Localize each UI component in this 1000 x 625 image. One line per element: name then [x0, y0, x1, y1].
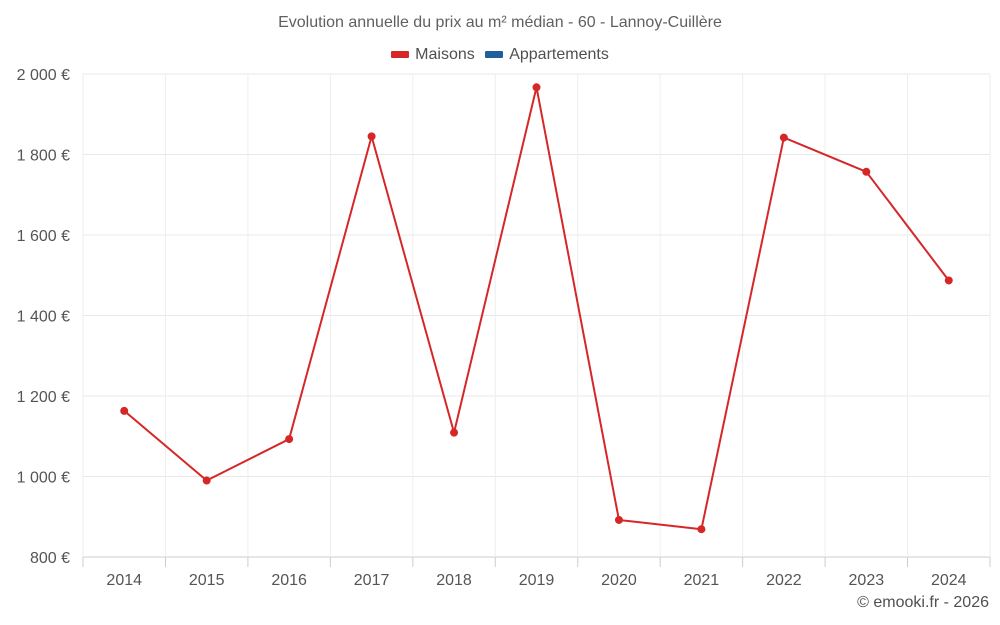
chart-title: Evolution annuelle du prix au m² médian …	[278, 14, 722, 31]
data-point[interactable]	[779, 133, 788, 142]
y-tick-label: 1 600 €	[17, 228, 70, 245]
x-tick-label: 2024	[931, 572, 967, 589]
data-point[interactable]	[944, 276, 953, 285]
legend-swatch-maisons	[391, 51, 410, 58]
y-tick-label: 1 200 €	[17, 389, 70, 406]
data-point[interactable]	[532, 83, 541, 92]
y-axis: 800 € 1 000 € 1 200 € 1 400 € 1 600 € 1 800 €…	[17, 67, 70, 567]
data-point[interactable]	[120, 406, 129, 415]
x-tick-label: 2016	[271, 572, 307, 589]
grid	[82, 73, 991, 558]
legend-label-maisons: Maisons	[415, 45, 475, 63]
x-tick-label: 2019	[519, 572, 555, 589]
x-tick-label: 2022	[766, 572, 802, 589]
data-point[interactable]	[614, 515, 623, 524]
x-tick-label: 2014	[106, 572, 142, 589]
y-tick-label: 1 400 €	[17, 309, 70, 326]
data-point[interactable]	[862, 167, 871, 176]
data-point[interactable]	[450, 428, 459, 437]
x-tick-label: 2015	[189, 572, 225, 589]
data-point[interactable]	[697, 525, 706, 534]
legend-item-appartements[interactable]: Appartements	[485, 46, 609, 64]
chart-legend: Maisons Appartements	[0, 45, 1000, 64]
y-tick-label: 800 €	[30, 550, 70, 567]
x-tick-label: 2018	[436, 572, 472, 589]
y-tick-label: 1 800 €	[17, 148, 70, 165]
series-layer	[120, 83, 953, 534]
x-tick-label: 2021	[684, 572, 720, 589]
y-tick-label: 2 000 €	[17, 67, 70, 84]
data-point[interactable]	[367, 132, 376, 141]
x-tick-label: 2023	[849, 572, 885, 589]
legend-item-maisons[interactable]: Maisons	[391, 46, 475, 64]
data-point[interactable]	[202, 476, 211, 485]
x-tick-label: 2017	[354, 572, 390, 589]
data-point[interactable]	[285, 435, 294, 444]
y-tick-label: 1 000 €	[17, 470, 70, 487]
x-tick-label: 2020	[601, 572, 637, 589]
credit-text: © emooki.fr - 2026	[857, 594, 989, 611]
legend-label-appartements: Appartements	[509, 45, 609, 63]
legend-swatch-appartements	[485, 51, 504, 58]
x-axis: 2014 2015 2016 2017 2018 2019 2020 2021 2022 2023…	[82, 557, 991, 589]
